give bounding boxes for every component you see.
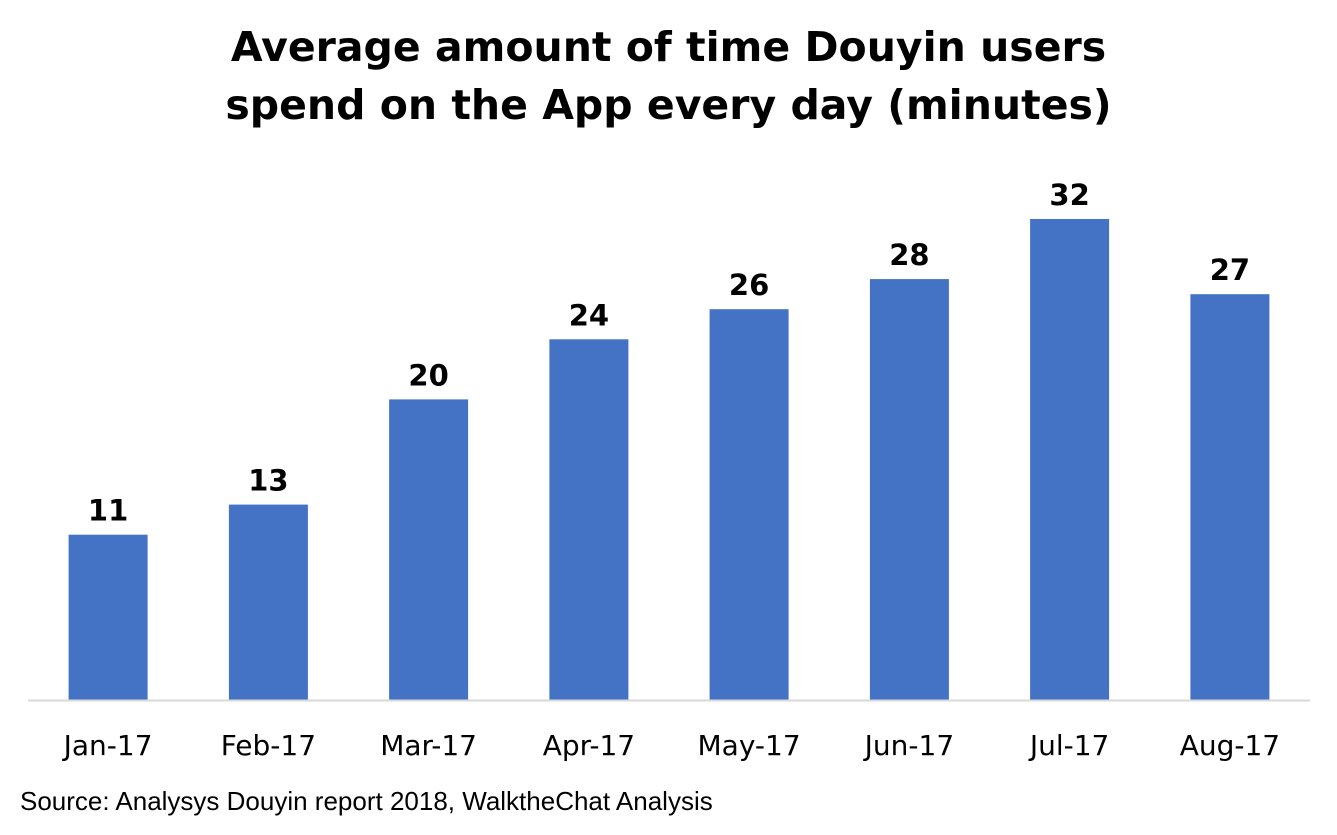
chart-title: Average amount of time Douyin users spen…: [0, 18, 1337, 134]
bars-group: [68, 219, 1270, 701]
bar-feb-17: [228, 504, 308, 700]
source-note: Source: Analysys Douyin report 2018, Wal…: [20, 786, 713, 816]
x-tick-label-feb-17: Feb-17: [221, 729, 316, 762]
data-label-aug-17: 27: [1210, 253, 1250, 287]
data-label-mar-17: 20: [408, 358, 448, 392]
x-tick-label-aug-17: Aug-17: [1180, 729, 1280, 762]
data-label-apr-17: 24: [569, 298, 609, 332]
data-label-feb-17: 13: [248, 464, 288, 498]
data-label-jul-17: 32: [1049, 178, 1089, 212]
x-tick-label-jun-17: Jun-17: [863, 729, 954, 762]
x-tick-label-mar-17: Mar-17: [380, 729, 477, 762]
bar-may-17: [709, 309, 789, 700]
chart-title-line-2: spend on the App every day (minutes): [225, 81, 1112, 129]
chart-title-line-1: Average amount of time Douyin users: [230, 23, 1107, 71]
data-label-jan-17: 11: [88, 494, 128, 528]
bar-jan-17: [68, 534, 148, 700]
x-tick-labels-group: Jan-17 Feb-17 Mar-17 Apr-17 May-17 Jun-17 Jul-…: [62, 729, 1280, 762]
data-label-may-17: 26: [729, 268, 769, 302]
x-tick-label-may-17: May-17: [698, 729, 801, 762]
data-labels-group: 11 13 20 24 26 28 32 27: [88, 178, 1250, 528]
x-tick-label-apr-17: Apr-17: [543, 729, 635, 762]
bar-aug-17: [1190, 294, 1270, 700]
bar-apr-17: [549, 339, 629, 701]
x-tick-label-jan-17: Jan-17: [62, 729, 153, 762]
bar-jun-17: [869, 279, 949, 700]
data-label-jun-17: 28: [889, 238, 929, 272]
x-tick-label-jul-17: Jul-17: [1028, 729, 1110, 762]
bar-jul-17: [1030, 219, 1110, 700]
bar-mar-17: [389, 399, 469, 700]
